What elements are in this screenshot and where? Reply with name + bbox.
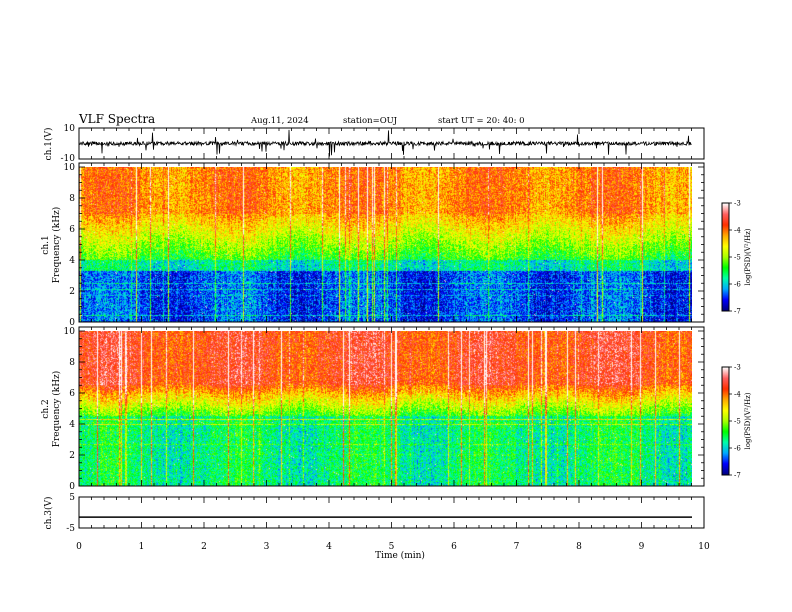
ch3-waveform-frame: [78, 496, 705, 529]
colorbar-tick-label: -7: [734, 308, 741, 316]
ch2-spectrogram-frame: [78, 326, 705, 487]
ch1-spec-ylabel-channel: ch.1: [41, 235, 51, 254]
y-tick-label: 0: [69, 482, 75, 492]
y-tick-label: 6: [69, 225, 75, 235]
y-tick-label: 8: [69, 358, 75, 368]
y-tick-label: 10: [64, 327, 76, 337]
ch2-spec-ylabel-channel: ch.2: [41, 399, 51, 418]
colorbar-tick-label: -4: [734, 227, 741, 235]
ch3-ytick-bottom: -5: [66, 524, 75, 534]
x-tick-label: 8: [576, 542, 582, 552]
x-tick-label: 10: [698, 542, 710, 552]
x-tick-label: 9: [639, 542, 645, 552]
ch2-spec-yticks: 0 2 4 6 8 10: [64, 327, 704, 492]
ch1-spectrogram-frame: [78, 162, 705, 323]
colorbar-tick-label: -3: [734, 364, 741, 372]
x-tick-label: 0: [76, 542, 82, 552]
ch2-colorbar-ticks: -3 -4 -5 -6 -7: [729, 364, 741, 480]
station-label: station=OUJ: [343, 116, 398, 126]
y-tick-label: 0: [69, 318, 75, 328]
ch3-ticks: [78, 497, 705, 528]
colorbar-tick-label: -5: [734, 418, 741, 426]
x-tick-label: 7: [514, 542, 520, 552]
ch1-spec-yticks: 0 2 4 6 8 10: [64, 163, 704, 328]
x-tick-label: 6: [451, 542, 457, 552]
ch2-colorbar-label: log(PSD)(V²/Hz): [744, 392, 752, 449]
y-tick-label: 4: [69, 420, 75, 430]
ch3-waveform-panel: 5 -5 ch.3(V): [43, 493, 705, 534]
ch3-ylabel: ch.3(V): [43, 497, 54, 530]
ch2-colorbar-image: [722, 367, 729, 475]
x-tick-label: 4: [326, 542, 332, 552]
colorbar-tick-label: -7: [734, 472, 741, 480]
ch1-colorbar-image: [722, 203, 729, 311]
y-tick-label: 2: [69, 451, 75, 461]
x-tick-label: 2: [201, 542, 207, 552]
ch1-waveform-frame: [78, 127, 705, 160]
ch3-ytick-top: 5: [69, 493, 75, 503]
colorbar-tick-label: -6: [734, 445, 741, 453]
start-time-label: start UT = 20: 40: 0: [438, 116, 525, 126]
figure-title: VLF Spectra: [78, 112, 155, 126]
x-axis-label: Time (min): [375, 550, 425, 561]
ch1-spectrogram-image: [79, 167, 692, 322]
y-tick-label: 6: [69, 389, 75, 399]
y-tick-label: 4: [69, 256, 75, 266]
ch1-ytick-bottom: -10: [61, 154, 76, 164]
y-tick-label: 2: [69, 287, 75, 297]
colorbar-tick-label: -4: [734, 391, 741, 399]
x-tick-label: 5: [389, 542, 395, 552]
ch1-colorbar-ticks: -3 -4 -5 -6 -7: [729, 200, 741, 316]
colorbar-tick-label: -5: [734, 254, 741, 262]
ch1-ytick-top: 10: [64, 124, 76, 134]
ch2-spectrogram-image: [79, 331, 692, 486]
x-tick-label: 3: [264, 542, 270, 552]
ch1-ylabel: ch.1(V): [43, 128, 54, 161]
y-tick-label: 10: [64, 163, 76, 173]
ch1-colorbar-label: log(PSD)(V²/Hz): [744, 228, 752, 285]
y-tick-label: 8: [69, 194, 75, 204]
x-tick-label: 1: [139, 542, 145, 552]
colorbar-tick-label: -3: [734, 200, 741, 208]
ch1-waveform-panel: 10 -10 ch.1(V): [43, 124, 705, 164]
ch1-waveform-line: [78, 129, 692, 157]
colorbar-tick-label: -6: [734, 281, 741, 289]
x-axis-tick-labels: 0 1 2 3 4 5 6 7 8 9 10: [76, 542, 710, 552]
ch2-spec-ylabel-freq: Frequency (kHz): [51, 371, 62, 448]
ch1-spec-ylabel-freq: Frequency (kHz): [51, 207, 62, 284]
date-label: Aug.11, 2024: [250, 116, 309, 126]
